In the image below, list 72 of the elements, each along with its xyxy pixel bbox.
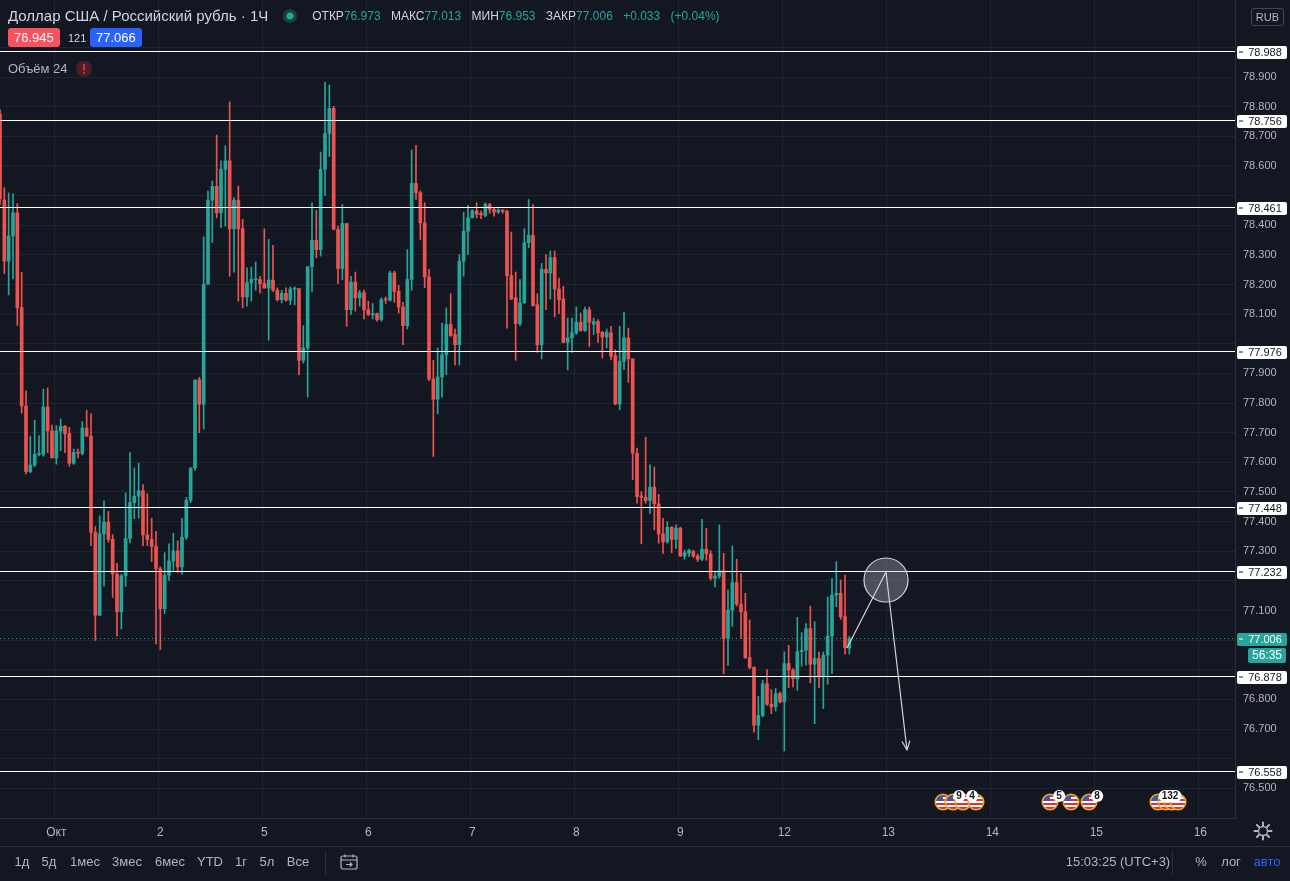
text: 1г	[235, 854, 247, 870]
annotation: 8	[1091, 790, 1103, 802]
candlestick	[544, 254, 548, 311]
text: 5л	[259, 854, 275, 870]
y-tick-label: 78.300	[1243, 247, 1277, 260]
ref-line-label: 76.878	[1248, 671, 1282, 684]
y-tick-label: 76.800	[1243, 692, 1277, 705]
ref-line-label: 77.232	[1248, 566, 1282, 579]
y-tick-label: 77.700	[1243, 425, 1277, 438]
y-tick-label: 78.800	[1243, 99, 1277, 112]
ref-line-label: 78.756	[1248, 115, 1282, 128]
text: 56:35	[1247, 648, 1287, 663]
y-tick-label: 77.500	[1243, 485, 1277, 498]
x-tick-label: 14	[985, 824, 1000, 839]
x-tick-label: 9	[676, 824, 684, 839]
annotation: 132	[1158, 790, 1182, 802]
text: 6мес	[155, 854, 185, 870]
y-axis-title: RUB	[1250, 8, 1284, 26]
candlestick	[713, 572, 717, 588]
ref-line-label: 77.006	[1248, 633, 1282, 646]
x-tick-label: 13	[881, 824, 896, 839]
text: %	[1195, 854, 1207, 870]
y-tick-label: 77.100	[1243, 603, 1277, 616]
text: 5д	[41, 854, 57, 870]
x-tick-label: 7	[468, 824, 476, 839]
text: 1д	[14, 854, 30, 870]
y-tick-label: 76.500	[1243, 781, 1277, 794]
x-tick-label: 5	[260, 824, 268, 839]
annotation: Объём 24	[8, 61, 68, 77]
x-tick-label: 15	[1089, 824, 1104, 839]
ref-line-label: 77.976	[1248, 346, 1282, 359]
text: авто	[1253, 854, 1281, 870]
annotation: 5	[1053, 790, 1065, 802]
y-tick-label: 78.700	[1243, 129, 1277, 142]
candlestick	[570, 317, 574, 353]
text: 3мес	[112, 854, 142, 870]
ref-line-label: 78.988	[1248, 46, 1282, 59]
candlestick	[271, 245, 275, 292]
text: 1мес	[70, 854, 100, 870]
text: лог	[1221, 854, 1241, 870]
y-tick-label: 77.900	[1243, 366, 1277, 379]
candlestick	[661, 518, 665, 554]
y-tick-label: 77.400	[1243, 514, 1277, 527]
x-tick-label: Окт	[46, 824, 67, 839]
y-tick-label: 78.400	[1243, 218, 1277, 231]
ref-line-label: 76.558	[1248, 766, 1282, 779]
x-tick-label: 6	[364, 824, 372, 839]
y-tick-label: 78.600	[1243, 159, 1277, 171]
text: YTD	[197, 854, 223, 870]
text: Доллар США / Российский рубль · 1Ч	[8, 7, 269, 24]
x-tick-label: 16	[1193, 824, 1208, 839]
ref-line-label: 78.461	[1248, 202, 1282, 215]
text: Все	[286, 854, 310, 870]
annotation: 4	[966, 790, 978, 802]
x-tick-label: 2	[156, 824, 164, 839]
annotation: 9	[953, 790, 965, 802]
ref-line-label: 77.448	[1248, 502, 1282, 515]
annotation: 77.066	[90, 28, 142, 47]
y-tick-label: 78.100	[1243, 307, 1277, 320]
y-tick-label: 77.800	[1243, 396, 1277, 409]
y-tick-label: 77.300	[1243, 544, 1277, 557]
annotation: 121	[68, 31, 87, 45]
annotation: 76.945	[8, 28, 60, 47]
y-tick-label: 78.900	[1243, 70, 1277, 83]
x-tick-label: 8	[572, 824, 580, 839]
text: ОТКР76.973 МАКС77.013 МИН76.953 ЗАКР77.006 +0.033 (+0.04%)	[312, 8, 720, 23]
text: 15:03:25 (UTC+3)	[1065, 854, 1171, 870]
y-tick-label: 76.700	[1243, 722, 1277, 735]
y-tick-label: 77.600	[1243, 455, 1277, 468]
x-tick-label: 12	[777, 824, 792, 839]
candlestick	[154, 531, 158, 645]
y-tick-label: 78.200	[1243, 277, 1277, 290]
